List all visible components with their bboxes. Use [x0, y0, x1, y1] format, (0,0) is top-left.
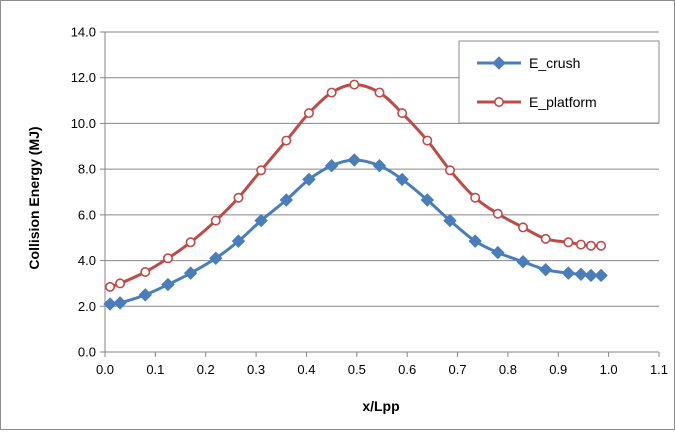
data-point-e-platform [575, 239, 586, 250]
x-tick-label: 0.6 [398, 362, 416, 377]
data-point-e-crush [561, 266, 576, 280]
data-point-e-crush [468, 234, 482, 248]
x-tick-label: 0.5 [348, 362, 366, 377]
gridlines [105, 31, 659, 307]
data-point-e-platform [444, 165, 455, 176]
data-point-e-platform [210, 215, 221, 226]
x-tick-label: 0.0 [96, 362, 114, 377]
data-series [103, 79, 608, 311]
x-tick-label: 0.1 [146, 362, 164, 377]
x-tick-label: 0.8 [499, 362, 517, 377]
data-point-e-platform [349, 79, 360, 90]
data-point-e-platform [518, 222, 529, 233]
y-tick-label: 8.0 [78, 162, 96, 177]
x-tick-label: 0.9 [549, 362, 567, 377]
data-point-e-crush [372, 159, 387, 173]
legend-marker-e-crush [492, 56, 506, 70]
data-point-e-crush [516, 255, 530, 269]
data-point-e-platform [540, 233, 551, 244]
data-point-e-platform [115, 278, 126, 289]
y-tick-labels: 0.0 2.0 4.0 6.0 8.0 10.0 12.0 14.0 [71, 25, 96, 360]
legend: E_crush E_platform [458, 40, 660, 124]
series-e-crush [103, 153, 608, 311]
legend-marker-e-platform [493, 97, 504, 108]
data-point-e-platform [397, 108, 408, 119]
x-tick-label: 0.3 [247, 362, 265, 377]
x-tick-label: 1.0 [600, 362, 618, 377]
x-tick-label: 1.1 [650, 362, 668, 377]
data-point-e-platform [470, 192, 481, 203]
x-tick-label: 0.2 [197, 362, 215, 377]
data-point-e-crush [574, 267, 588, 281]
data-point-e-platform [281, 135, 292, 146]
data-point-e-crush [491, 245, 505, 260]
data-point-e-platform [374, 87, 385, 98]
data-point-e-crush [538, 263, 553, 277]
x-axis-title: x/Lpp [362, 398, 399, 414]
data-point-e-crush [347, 153, 362, 167]
y-tick-label: 10.0 [71, 116, 96, 131]
y-tick-label: 0.0 [78, 345, 96, 360]
data-point-e-crush [161, 277, 175, 292]
data-point-e-crush [183, 266, 198, 280]
data-point-e-platform [492, 208, 503, 219]
legend-label-e-platform: E_platform [529, 94, 597, 110]
series-line-e-crush [109, 158, 602, 306]
data-point-e-crush [302, 172, 316, 187]
data-point-e-crush [443, 213, 457, 228]
data-point-e-platform [185, 237, 196, 248]
data-point-e-crush [209, 251, 223, 265]
data-point-e-crush [584, 268, 598, 283]
data-point-e-crush [103, 297, 117, 311]
series-e-platform [105, 79, 607, 292]
data-point-e-platform [233, 192, 244, 203]
data-point-e-crush [420, 193, 435, 207]
data-point-e-crush [113, 296, 127, 310]
data-point-e-platform [105, 281, 116, 292]
data-point-e-crush [254, 213, 268, 228]
data-point-e-platform [303, 108, 314, 119]
data-point-e-platform [162, 253, 173, 264]
data-point-e-platform [563, 237, 574, 248]
data-point-e-platform [140, 266, 151, 277]
axes [100, 31, 660, 357]
x-tick-label: 0.7 [449, 362, 467, 377]
legend-label-e-crush: E_crush [529, 55, 580, 71]
y-tick-label: 12.0 [71, 70, 96, 85]
y-tick-label: 6.0 [78, 207, 96, 222]
data-point-e-crush [594, 268, 608, 283]
data-point-e-crush [231, 234, 246, 248]
data-point-e-platform [326, 87, 337, 98]
y-axis-title: Collision Energy (MJ) [26, 126, 42, 269]
data-point-e-platform [596, 240, 607, 251]
data-point-e-platform [256, 165, 267, 176]
y-tick-label: 4.0 [78, 253, 96, 268]
data-point-e-platform [422, 135, 433, 146]
x-tick-labels: 0.0 0.1 0.2 0.3 0.4 0.5 0.6 0.7 0.8 0.9 1.0 1.1 [96, 362, 668, 377]
data-point-e-crush [395, 172, 409, 187]
y-tick-label: 14.0 [71, 25, 96, 40]
data-point-e-crush [324, 159, 339, 173]
x-tick-label: 0.4 [297, 362, 315, 377]
data-point-e-crush [138, 288, 152, 302]
y-tick-label: 2.0 [78, 299, 96, 314]
legend-box [458, 40, 660, 124]
data-point-e-crush [279, 193, 294, 207]
data-point-e-platform [586, 240, 597, 251]
